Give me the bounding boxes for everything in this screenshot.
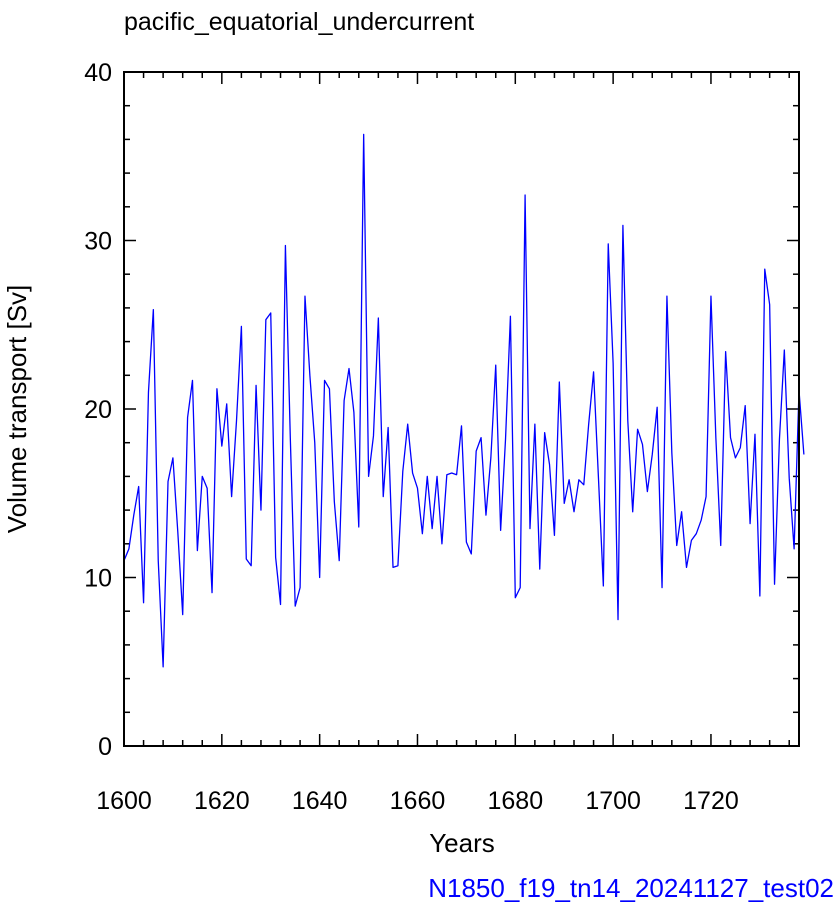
x-tick-label: 1640 (292, 787, 348, 815)
y-tick-label: 30 (84, 228, 112, 256)
x-tick-label: 1720 (683, 787, 739, 815)
axis-ticks (123, 71, 799, 747)
y-tick-label: 0 (98, 733, 112, 761)
chart-title: pacific_equatorial_undercurrent (124, 8, 474, 36)
x-tick-label: 1700 (585, 787, 641, 815)
x-tick-label: 1660 (390, 787, 446, 815)
series-line (123, 133, 805, 668)
y-tick-label: 10 (84, 565, 112, 593)
y-axis-label: Volume transport [Sv] (2, 285, 32, 534)
x-tick-label: 1680 (487, 787, 543, 815)
x-tick-label: 1600 (96, 787, 152, 815)
y-axis-label-group: Volume transport [Sv] (2, 285, 32, 534)
case-name-footer: N1850_f19_tn14_20241127_test02 (428, 873, 834, 903)
x-tick-label: 1620 (194, 787, 250, 815)
plot-frame (123, 71, 800, 747)
x-axis-label: Years (429, 828, 495, 858)
y-tick-label: 40 (84, 59, 112, 87)
y-tick-label: 20 (84, 396, 112, 424)
axis-tick-labels: 1600 1620 1640 1660 1680 1700 1720 0 10 20 30 40 (84, 59, 739, 815)
